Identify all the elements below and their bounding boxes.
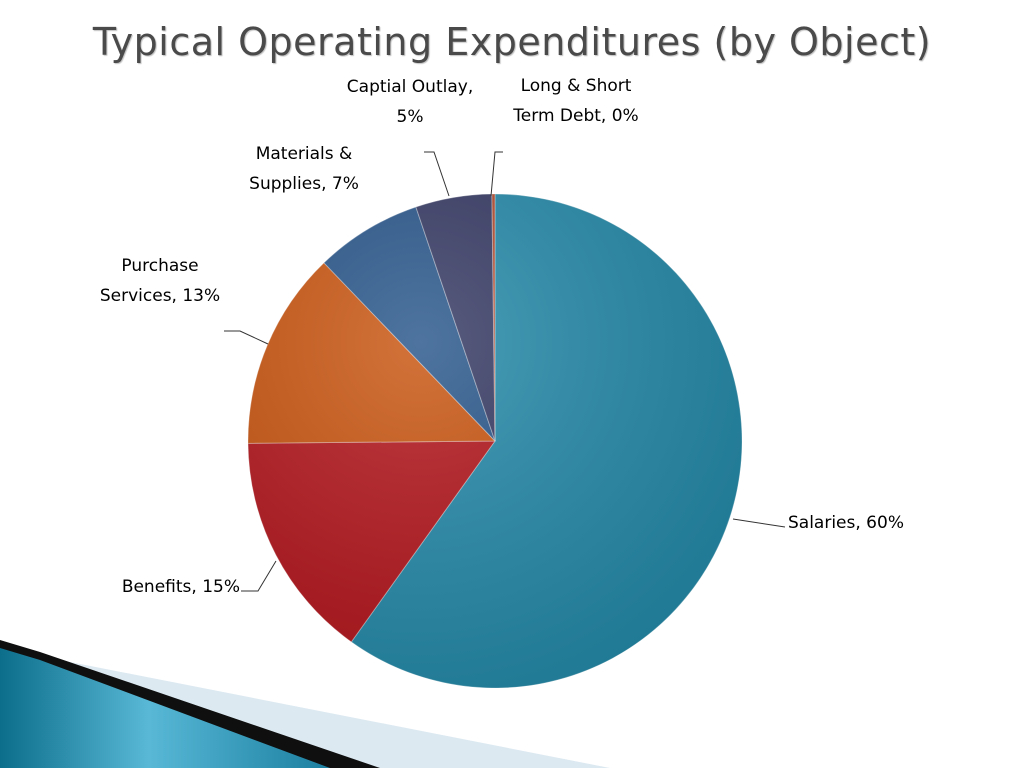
slice-labels: Salaries, 60% Benefits, 15% Purchase Servic… (100, 76, 904, 597)
leader-line (424, 151, 450, 197)
leader-line (490, 151, 503, 197)
decorative-ribbon (0, 640, 610, 768)
slice-label-line: Purchase (121, 256, 198, 276)
slice-label-line: Supplies, 7% (249, 174, 359, 194)
slice-label-line: Benefits, 15% (122, 577, 240, 597)
slice-label-line: Term Debt, 0% (512, 106, 638, 126)
slice-label-line: 5% (397, 107, 424, 127)
slice-label-line: Captial Outlay, (347, 77, 473, 97)
slice-label-line: Salaries, 60% (788, 513, 904, 533)
pie-slices (247, 193, 743, 689)
leader-line (241, 560, 277, 592)
slice-label: Salaries, 60% (788, 513, 904, 533)
slice-label: Captial Outlay, 5% (347, 77, 473, 127)
slice-label: Long & Short Term Debt, 0% (512, 76, 638, 126)
slice-label-line: Materials & (256, 144, 353, 164)
leader-lines (224, 151, 786, 592)
slide-title: Typical Operating Expenditures (by Objec… (92, 20, 932, 64)
slice-label: Materials & Supplies, 7% (249, 144, 359, 194)
slice-label: Purchase Services, 13% (100, 256, 220, 306)
slice-label: Benefits, 15% (122, 577, 240, 597)
leader-line (224, 330, 269, 345)
leader-line (732, 518, 786, 528)
slice-label-line: Services, 13% (100, 286, 220, 306)
slice-label-line: Long & Short (521, 76, 632, 96)
